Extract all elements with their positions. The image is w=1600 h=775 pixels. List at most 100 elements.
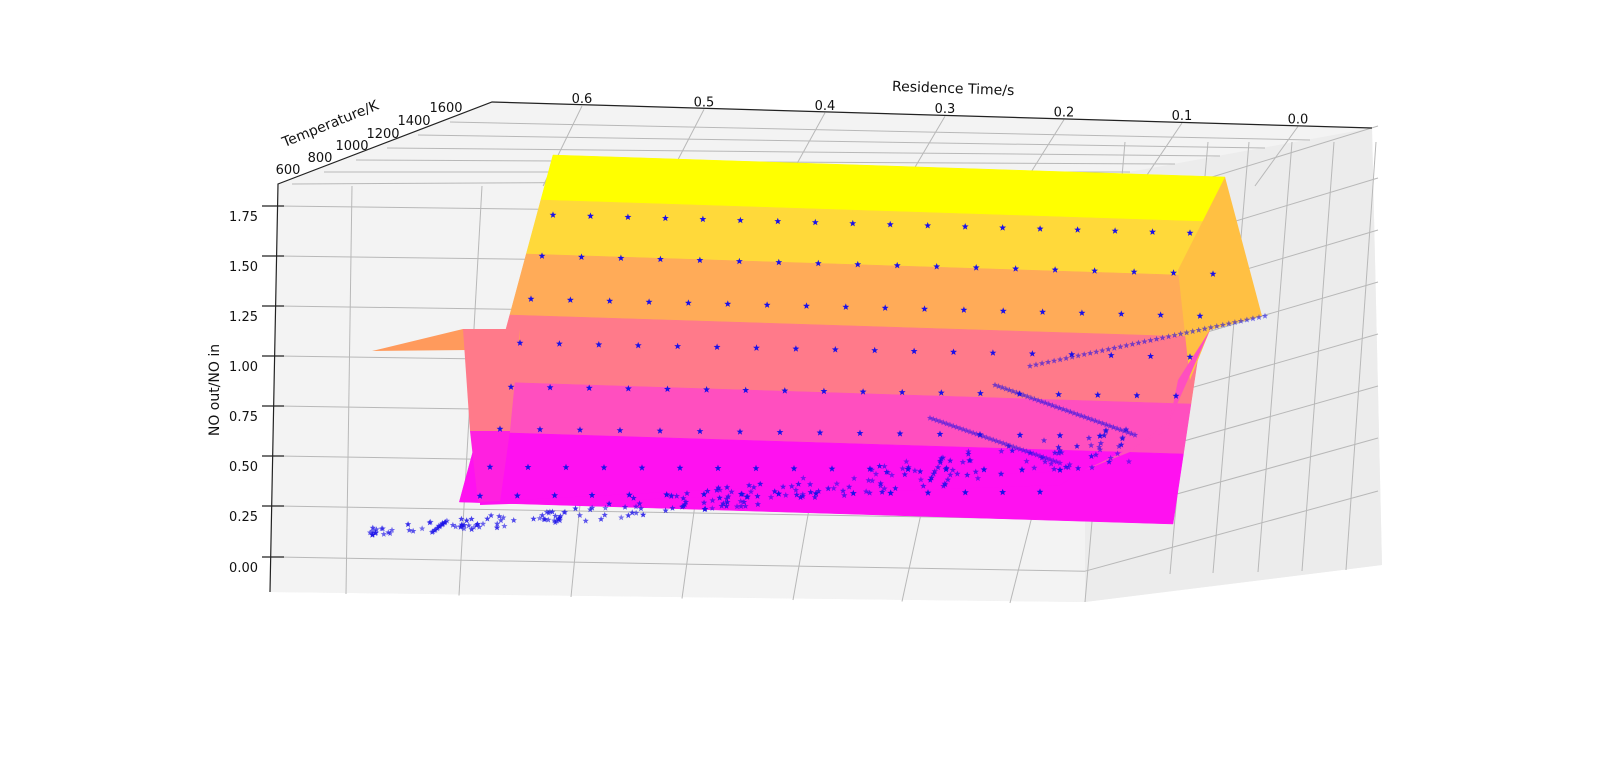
scatter-point: [1119, 434, 1126, 441]
scatter-point: [1044, 358, 1052, 365]
scatter-point: [657, 255, 664, 263]
scatter-point: [380, 531, 387, 537]
scatter-point: [811, 218, 819, 226]
scatter-point: [738, 503, 745, 509]
scatter-point: [1128, 430, 1135, 437]
scatter-point: [1219, 321, 1226, 328]
scatter-point: [1147, 352, 1154, 360]
scatter-point: [1087, 349, 1094, 356]
scatter-point: [552, 512, 559, 519]
scatter-point: [1034, 397, 1042, 404]
scatter-point: [792, 486, 799, 493]
scatter-point: [636, 500, 643, 507]
scatter-point: [484, 515, 491, 522]
scatter-point: [811, 494, 819, 500]
scatter-point: [953, 423, 960, 430]
scatter-point: [1092, 417, 1099, 424]
scatter-point: [662, 214, 669, 222]
scatter-point: [461, 521, 468, 528]
scatter-point: [1056, 431, 1064, 439]
scatter-point: [833, 480, 840, 487]
scatter-point: [961, 223, 969, 230]
scatter-point: [494, 520, 501, 527]
scatter-point: [696, 427, 704, 435]
scatter-point: [1170, 269, 1177, 276]
x-tick-label: 0.6: [572, 92, 593, 107]
x-tick-label: 0.2: [1054, 106, 1075, 121]
scatter-point: [887, 489, 895, 496]
scatter-point: [606, 500, 613, 507]
scatter-point: [714, 464, 722, 472]
x-tick-label: 0.5: [694, 95, 715, 110]
scatter-point: [959, 458, 966, 465]
scatter-point: [1117, 343, 1124, 350]
scatter-point: [452, 523, 459, 530]
y-tick-label: 800: [308, 151, 333, 166]
scatter-point: [898, 388, 906, 396]
scatter-point: [892, 485, 899, 492]
scatter-point: [513, 492, 521, 499]
scatter-point: [820, 387, 828, 395]
scatter-point: [562, 463, 570, 471]
scatter-point: [865, 477, 872, 484]
scatter-point: [725, 493, 732, 500]
scatter-point: [443, 517, 451, 524]
scatter-point: [780, 483, 787, 490]
scatter-point: [746, 482, 753, 488]
x-axis-label: Residence Time/s: [892, 79, 1015, 99]
scatter-point: [387, 530, 394, 537]
scatter-point: [1032, 361, 1040, 368]
scatter-point: [1053, 458, 1060, 465]
scatter-point: [1213, 323, 1220, 329]
scatter-point: [812, 490, 820, 497]
scatter-point: [715, 484, 722, 491]
x-gridline-back: [1254, 126, 1299, 187]
scatter-point: [606, 297, 614, 304]
scatter-point: [551, 517, 558, 524]
scatter-point: [740, 498, 748, 505]
scatter-point: [943, 420, 950, 427]
scatter-point: [476, 523, 483, 530]
scatter-point: [566, 296, 574, 303]
scatter-point: [1010, 443, 1017, 450]
scatter-point: [990, 436, 997, 443]
scatter-point: [1043, 455, 1050, 462]
scatter-point: [487, 512, 495, 519]
scatter-point: [986, 435, 994, 442]
scatter-point: [828, 465, 836, 472]
scatter-point: [733, 503, 741, 510]
scatter-point: [980, 433, 987, 440]
scatter-point: [881, 485, 888, 492]
scatter-point: [701, 506, 708, 513]
scatter-point: [468, 515, 475, 522]
scatter-point: [723, 502, 730, 509]
scatter-point: [700, 499, 708, 506]
scatter-point: [839, 487, 847, 494]
scatter-point: [624, 385, 632, 392]
scatter-point: [757, 480, 764, 487]
scatter-point: [931, 468, 938, 475]
scatter-point: [530, 515, 537, 522]
scatter-point: [1042, 399, 1049, 406]
scatter-point: [1113, 425, 1121, 432]
scatter-point: [1074, 226, 1081, 233]
scatter-point: [1045, 400, 1052, 407]
scatter-point: [1186, 353, 1194, 360]
scatter-point: [997, 470, 1005, 477]
scatter-point: [1106, 422, 1113, 429]
scatter-point: [1129, 340, 1136, 347]
scatter-point: [460, 525, 468, 532]
x-gridline-wall: [345, 185, 353, 595]
scatter-point: [999, 224, 1007, 231]
scatter-point: [752, 464, 760, 472]
scatter-point: [1063, 355, 1070, 361]
scatter-point: [939, 454, 947, 461]
scatter-point: [795, 480, 802, 487]
scatter-point: [597, 515, 605, 522]
scatter-point: [782, 491, 789, 498]
scatter-point: [1026, 449, 1034, 456]
z-gridline-right: [1084, 490, 1379, 572]
scatter-point: [961, 488, 969, 496]
scatter-point: [578, 253, 585, 260]
scatter-point: [1255, 314, 1263, 320]
